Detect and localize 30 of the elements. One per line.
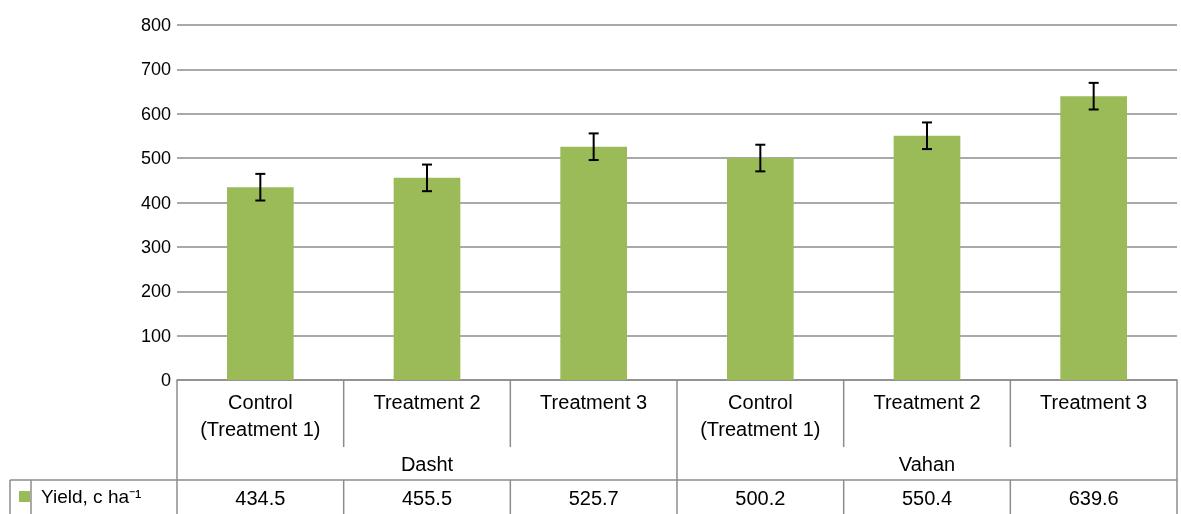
bar [393,177,461,380]
bar [227,187,294,380]
data-label: 639.6 [1068,487,1119,509]
y-tick-label: 800 [140,15,171,35]
legend-label: Yield, c ha⁻¹ [41,486,142,507]
text: Dasht [400,452,454,475]
x-tick-label: Control (Treatment 1) [700,390,821,440]
bar [1060,96,1127,380]
x-tick-label: Treatment 3 [1040,390,1148,413]
y-tick-label: 600 [140,103,171,124]
data-label: 500.2 [735,487,786,509]
x-tick-label: Treatment 2 [373,390,481,413]
x-tick-label: Treatment 2 [873,390,981,413]
data-label: 434.5 [235,487,286,509]
y-tick-label: 500 [140,148,171,169]
y-tick-label: 200 [140,281,171,302]
y-tick-label: 0 [160,370,171,390]
x-tick-label: Control (Treatment 1) [200,390,321,440]
bar [893,135,961,380]
data-label: 550.4 [901,487,953,509]
y-tick-label: 700 [140,59,171,80]
data-label: 455.5 [401,487,453,509]
bar [727,158,794,380]
text: Vahan [898,452,956,475]
y-tick-label: 400 [140,192,171,213]
y-tick-label: 100 [140,325,171,346]
y-tick-label: 300 [140,236,171,257]
bar [560,146,627,380]
data-label: 525.7 [568,487,619,509]
x-tick-label: Treatment 3 [540,390,648,413]
